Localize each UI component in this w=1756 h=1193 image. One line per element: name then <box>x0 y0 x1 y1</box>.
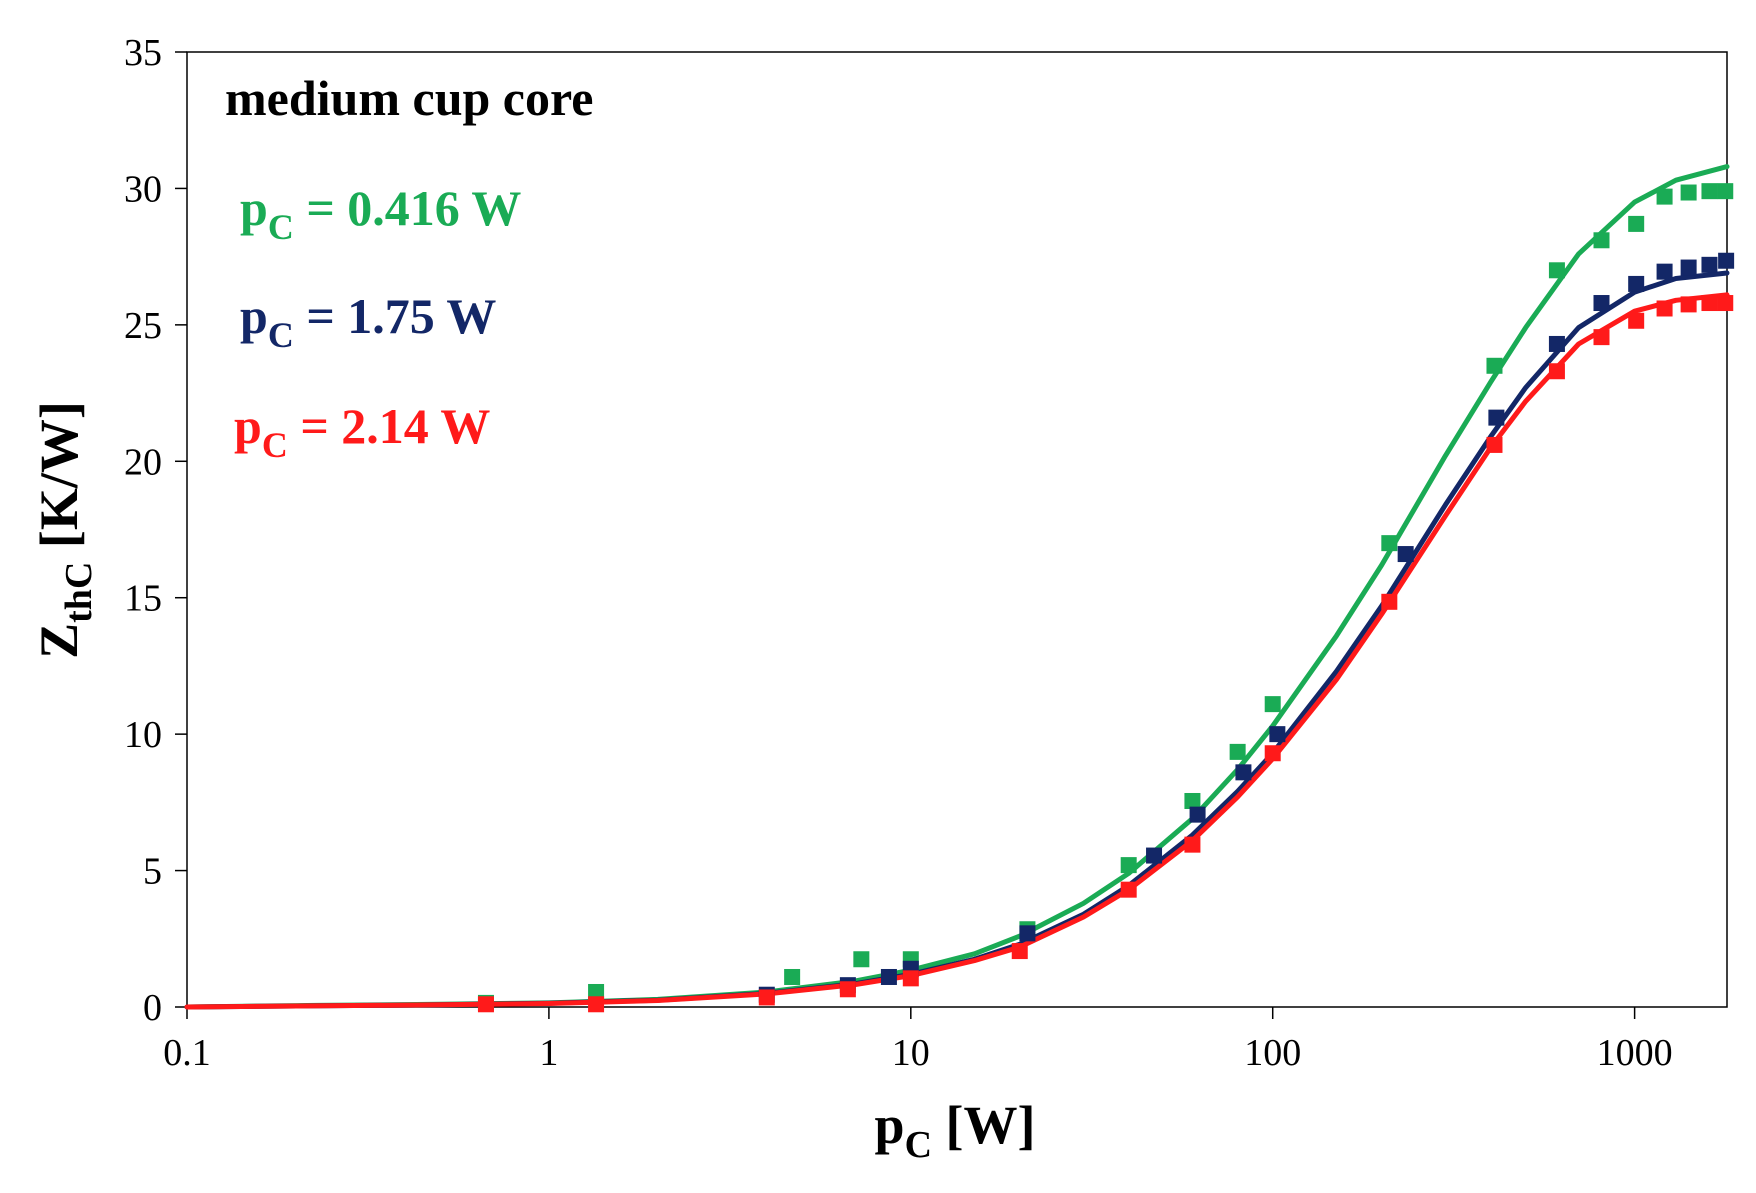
marker-green <box>1229 743 1246 760</box>
y-axis-ticks: 0 5 10 15 20 25 30 35 <box>124 32 187 1029</box>
marker-navy <box>1269 726 1286 743</box>
marker-navy <box>1680 259 1697 276</box>
marker-green <box>588 983 605 1000</box>
marker-red <box>758 989 775 1006</box>
marker-red <box>1593 329 1610 346</box>
y-tick-label: 10 <box>124 714 162 756</box>
marker-navy <box>880 968 897 985</box>
x-tick-label: 1000 <box>1597 1032 1673 1074</box>
marker-red <box>1120 881 1137 898</box>
marker-navy <box>1488 409 1505 426</box>
marker-red <box>1264 745 1281 762</box>
y-tick-label: 25 <box>124 305 162 347</box>
legend-entry-navy: pC = 1.75 W <box>240 288 496 355</box>
marker-green <box>784 968 801 985</box>
marker-red <box>1717 295 1734 312</box>
marker-navy <box>1628 275 1645 292</box>
marker-green <box>1680 184 1697 201</box>
marker-red <box>588 996 605 1013</box>
x-tick-label: 1 <box>539 1032 558 1074</box>
marker-navy <box>1656 263 1673 280</box>
marker-navy <box>1235 764 1252 781</box>
marker-red <box>1381 593 1398 610</box>
marker-red <box>1548 363 1565 380</box>
marker-navy <box>1146 847 1163 864</box>
marker-red <box>839 981 856 998</box>
marker-green <box>1656 188 1673 205</box>
marker-red <box>1011 943 1028 960</box>
plot-frame <box>186 51 1728 1008</box>
marker-red <box>1628 312 1645 329</box>
marker-red <box>1656 300 1673 317</box>
legend-entry-green: pC = 0.416 W <box>240 180 521 247</box>
x-tick-label: 100 <box>1244 1032 1301 1074</box>
fit-curve-navy <box>184 270 1730 1010</box>
marker-red <box>1486 436 1503 453</box>
marker-green <box>1381 535 1398 552</box>
marker-navy <box>1718 252 1735 269</box>
legend: pC = 0.416 W pC = 1.75 W pC = 2.14 W <box>234 180 521 465</box>
marker-navy <box>1593 295 1610 312</box>
y-tick-label: 20 <box>124 441 162 483</box>
marker-navy <box>1019 925 1036 942</box>
marker-red <box>1184 836 1201 853</box>
marker-green <box>1548 262 1565 279</box>
y-tick-label: 35 <box>124 32 162 74</box>
marker-green <box>1701 183 1718 200</box>
marker-red <box>902 970 919 987</box>
marker-green <box>1628 215 1645 232</box>
y-tick-label: 5 <box>143 851 162 893</box>
marker-green <box>853 951 870 968</box>
y-tick-label: 0 <box>143 987 162 1029</box>
marker-green <box>1184 792 1201 809</box>
marker-red <box>477 996 494 1013</box>
x-axis-title: pC [W] <box>875 1095 1036 1166</box>
marker-red <box>1680 296 1697 313</box>
plot-area <box>186 51 1728 1008</box>
x-tick-label: 0.1 <box>163 1032 211 1074</box>
y-axis-title: ZthC [K/W] <box>29 401 100 659</box>
marker-navy <box>1189 806 1206 823</box>
marker-green <box>1593 232 1610 249</box>
marker-navy <box>1701 256 1718 273</box>
x-axis-ticks: 0.1 1 10 100 1000 <box>163 1007 1673 1074</box>
marker-navy <box>1548 335 1565 352</box>
marker-green <box>1120 857 1137 874</box>
marker-navy <box>1397 546 1414 563</box>
marker-green <box>1717 183 1734 200</box>
marker-green <box>1264 696 1281 713</box>
y-tick-label: 30 <box>124 168 162 210</box>
marker-green <box>1486 357 1503 374</box>
marker-red <box>1701 295 1718 312</box>
y-tick-label: 15 <box>124 578 162 620</box>
x-tick-label: 10 <box>892 1032 930 1074</box>
chart-annotation: medium cup core <box>225 70 593 126</box>
legend-entry-red: pC = 2.14 W <box>234 398 490 465</box>
data-markers <box>477 183 1735 1013</box>
